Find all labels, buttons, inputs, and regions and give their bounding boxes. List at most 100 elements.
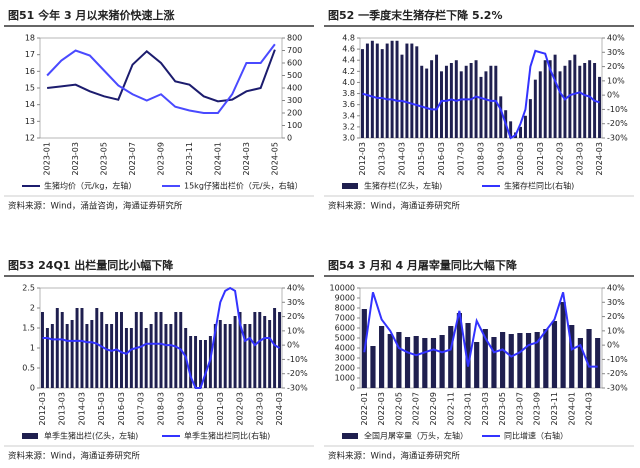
source-note: 资料来源：Wind，海通证券研究所 xyxy=(328,201,460,212)
bar xyxy=(444,65,448,138)
bar xyxy=(484,71,488,138)
x-tick-label: 2022-09 xyxy=(429,392,438,425)
bar xyxy=(396,332,402,388)
bar xyxy=(228,324,232,388)
bar xyxy=(129,328,133,388)
bar xyxy=(404,337,411,388)
bar xyxy=(273,308,277,388)
y-tick-label: 14 xyxy=(25,100,35,109)
bar xyxy=(489,65,493,138)
bar xyxy=(563,65,567,138)
line xyxy=(362,49,600,140)
y-tick-label: 1000 xyxy=(335,374,355,383)
bar xyxy=(420,65,424,138)
bar xyxy=(568,60,572,138)
bar xyxy=(100,312,104,388)
bar xyxy=(238,312,242,388)
source-note: 资料来源：Wind，海通证券研究所 xyxy=(8,451,140,462)
bar xyxy=(80,308,84,388)
bar xyxy=(360,49,364,138)
bar xyxy=(491,337,497,388)
y2-tick-label: 10% xyxy=(607,76,625,85)
bar xyxy=(508,334,514,388)
y2-tick-label: 300 xyxy=(287,96,302,105)
x-tick-label: 2024-01 xyxy=(567,392,576,425)
chart-title: 图52 一季度末生猪存栏下降 5.2% xyxy=(328,8,502,22)
y2-tick-label: 30% xyxy=(287,298,305,307)
x-tick-label: 2012-03 xyxy=(358,142,367,175)
x-tick-label: 2023-09 xyxy=(533,392,542,425)
x-tick-label: 2024-03 xyxy=(595,142,604,175)
y2-tick-label: 0% xyxy=(287,341,300,350)
y2-tick-label: -20% xyxy=(607,119,628,128)
bar xyxy=(169,324,173,388)
bar xyxy=(380,49,384,138)
legend-swatch xyxy=(342,183,358,189)
y-tick-label: 0.5 xyxy=(22,364,35,373)
bar xyxy=(375,43,379,138)
legend-swatch xyxy=(22,433,38,439)
bar xyxy=(551,321,558,388)
legend-swatch xyxy=(342,433,358,439)
y-tick-label: 4.2 xyxy=(342,67,355,76)
y-tick-label: 13 xyxy=(25,117,35,126)
bar xyxy=(124,328,128,388)
bar xyxy=(543,60,547,138)
bar xyxy=(120,312,123,388)
x-tick-label: 2015-03 xyxy=(97,392,106,425)
x-tick-label: 2012-03 xyxy=(38,392,47,425)
bar xyxy=(533,79,537,138)
bar xyxy=(263,316,267,388)
bar xyxy=(464,65,468,138)
y-tick-label: 1.5 xyxy=(22,324,35,333)
y2-tick-label: 400 xyxy=(287,84,302,93)
bar xyxy=(90,320,94,388)
bar xyxy=(523,115,527,138)
bar xyxy=(50,324,54,388)
bar xyxy=(268,320,272,388)
y2-tick-label: 0 xyxy=(287,134,292,143)
bar xyxy=(379,326,385,388)
x-tick-label: 2015-03 xyxy=(417,142,426,175)
y-tick-label: 16 xyxy=(25,67,35,76)
x-tick-label: 2018-03 xyxy=(477,142,486,175)
legend-label: 生猪存栏同比(右轴) xyxy=(504,181,574,191)
bar xyxy=(595,338,601,388)
x-tick-label: 2024-05 xyxy=(270,142,279,175)
source-note: 资料来源：Wind，涌益咨询，海通证券研究所 xyxy=(8,201,183,212)
bar xyxy=(525,333,532,388)
bar xyxy=(370,40,374,138)
bar xyxy=(519,126,522,138)
legend-label: 全国月屠宰量（万头，左轴） xyxy=(364,431,468,441)
bar xyxy=(60,312,64,388)
y2-tick-label: 0% xyxy=(607,91,620,100)
bar xyxy=(110,324,114,388)
x-tick-label: 2022-07 xyxy=(412,392,421,425)
bar xyxy=(440,71,443,138)
bar xyxy=(448,326,454,388)
y2-tick-label: -20% xyxy=(607,369,628,378)
x-tick-label: 2020-03 xyxy=(196,392,205,425)
x-tick-label: 2016-03 xyxy=(437,142,446,175)
bar xyxy=(278,312,282,388)
y-tick-label: 4.6 xyxy=(342,45,355,54)
bar xyxy=(203,340,207,388)
y-tick-label: 3.0 xyxy=(342,134,355,143)
bar xyxy=(45,328,49,388)
y-tick-label: 5000 xyxy=(335,334,355,343)
bar xyxy=(365,43,369,138)
x-tick-label: 2022-05 xyxy=(394,392,403,425)
x-tick-label: 2023-07 xyxy=(128,142,137,175)
x-tick-label: 2023-07 xyxy=(515,392,524,425)
x-tick-label: 2013-03 xyxy=(378,142,387,175)
bar xyxy=(410,43,414,138)
y2-tick-label: 20% xyxy=(287,312,305,321)
bar xyxy=(134,312,138,388)
bar xyxy=(40,312,44,388)
x-tick-label: 2023-01 xyxy=(43,142,52,175)
bar xyxy=(370,346,376,388)
bar xyxy=(139,312,143,388)
y-tick-label: 2 xyxy=(30,304,35,313)
x-tick-label: 2024-03 xyxy=(585,392,594,425)
bar xyxy=(509,121,513,138)
